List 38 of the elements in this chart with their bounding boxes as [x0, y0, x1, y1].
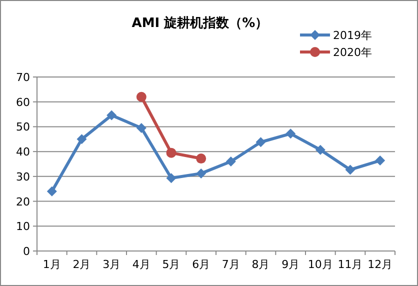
y-tick-label: 20	[16, 195, 30, 208]
x-tick-label: 3月	[102, 258, 121, 271]
x-tick-label: 12月	[368, 258, 393, 271]
point	[345, 164, 356, 175]
y-tick-label: 0	[23, 245, 30, 258]
chart-title: AMI 旋耕机指数（%）	[132, 15, 268, 31]
x-tick-label: 11月	[338, 258, 363, 271]
point	[136, 122, 146, 133]
point	[76, 134, 87, 144]
point	[46, 186, 57, 196]
point	[166, 148, 176, 158]
point	[196, 154, 206, 164]
x-tick-label: 2月	[72, 258, 91, 271]
point	[375, 156, 386, 166]
y-tick-label: 30	[16, 170, 30, 184]
x-tick-label: 5月	[162, 258, 180, 271]
legend-label: 2019年	[333, 29, 372, 42]
y-tick-label: 50	[16, 120, 30, 134]
legend-label: 2020年	[333, 46, 372, 59]
x-tick-label: 9月	[282, 258, 300, 271]
x-tick-label: 6月	[192, 258, 210, 271]
x-tick-label: 7月	[222, 258, 240, 271]
point	[226, 156, 236, 167]
x-tick-label: 10月	[308, 258, 333, 271]
y-tick-label: 60	[16, 96, 30, 109]
y-tick-label: 40	[16, 146, 30, 159]
y-tick-label: 10	[16, 220, 30, 234]
point	[286, 128, 296, 139]
point	[196, 168, 206, 178]
point	[315, 144, 326, 155]
x-tick-label: 1月	[42, 258, 61, 271]
point	[106, 110, 117, 120]
x-tick-label: 8月	[252, 258, 270, 271]
y-tick-label: 70	[16, 71, 30, 84]
point	[166, 173, 176, 184]
x-tick-label: 4月	[132, 258, 150, 271]
point	[136, 92, 146, 102]
point	[256, 137, 266, 148]
